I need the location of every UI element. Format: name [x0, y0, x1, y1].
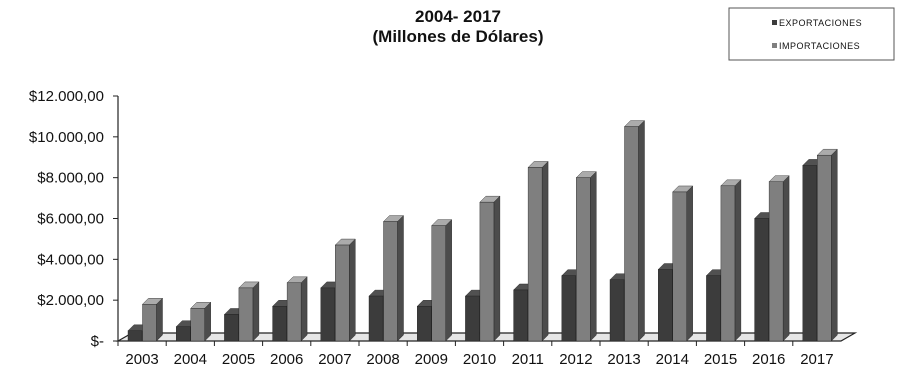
bar-importaciones-2013	[624, 120, 645, 342]
x-tick-label-2009: 2009	[415, 351, 448, 368]
bar-importaciones-2003	[142, 297, 163, 342]
x-tick-label-2012: 2012	[559, 351, 592, 368]
bar-importaciones-2016	[768, 175, 790, 342]
legend-swatch-exportaciones	[772, 20, 777, 25]
chart-title-group: 2004- 2017 (Millones de Dólares)	[373, 7, 544, 46]
bar-importaciones-2015	[720, 179, 742, 342]
x-tick-label-2003: 2003	[125, 351, 158, 368]
bar-importaciones-2007	[334, 238, 356, 342]
bar-importaciones-2014	[672, 185, 694, 342]
x-axis-tick-labels: 2003 2004 2005 2006 2007 2008 2009 2010 2011 2012…	[117, 341, 834, 368]
legend: EXPORTACIONES IMPORTACIONES	[728, 7, 895, 61]
bar-importaciones-2017	[816, 148, 838, 342]
chart-title: 2004- 2017	[415, 7, 501, 26]
legend-swatch-importaciones	[772, 43, 777, 48]
bar-importaciones-2011	[527, 160, 549, 342]
bar-importaciones-2010	[479, 195, 501, 342]
bar-importaciones-2009	[431, 219, 453, 342]
y-tick-label: $8.000,00	[37, 170, 104, 187]
y-tick-label: $6.000,00	[37, 211, 104, 228]
x-tick-label-2017: 2017	[800, 351, 833, 368]
bars	[127, 120, 838, 342]
x-tick-label-2007: 2007	[318, 351, 351, 368]
y-tick-label: $2.000,00	[37, 292, 104, 309]
y-tick-label: $4.000,00	[37, 251, 104, 268]
y-tick-label: $12.000,00	[29, 88, 104, 105]
legend-label-importaciones: IMPORTACIONES	[779, 41, 860, 51]
bar-importaciones-2006	[286, 276, 308, 342]
y-axis-tick-labels: $- $2.000,00 $4.000,00 $6.000,00 $8.000,00 $1…	[29, 88, 118, 350]
bar-importaciones-2005	[238, 281, 260, 342]
x-tick-label-2005: 2005	[222, 351, 255, 368]
x-tick-label-2010: 2010	[463, 351, 496, 368]
x-tick-label-2016: 2016	[752, 351, 785, 368]
bar-importaciones-2012	[575, 171, 597, 342]
chart-subtitle: (Millones de Dólares)	[373, 27, 544, 46]
x-tick-label-2011: 2011	[512, 351, 544, 368]
x-tick-label-2014: 2014	[656, 351, 689, 368]
x-tick-label-2015: 2015	[704, 351, 737, 368]
bar-importaciones-2008	[383, 215, 404, 342]
legend-box	[728, 7, 895, 61]
legend-label-exportaciones: EXPORTACIONES	[779, 18, 862, 28]
x-tick-label-2004: 2004	[174, 351, 207, 368]
x-tick-label-2006: 2006	[270, 351, 303, 368]
y-tick-label: $10.000,00	[29, 129, 104, 146]
bar-importaciones-2004	[190, 301, 212, 342]
y-tick-label: $-	[91, 333, 104, 350]
x-tick-label-2013: 2013	[607, 351, 640, 368]
x-tick-label-2008: 2008	[366, 351, 399, 368]
